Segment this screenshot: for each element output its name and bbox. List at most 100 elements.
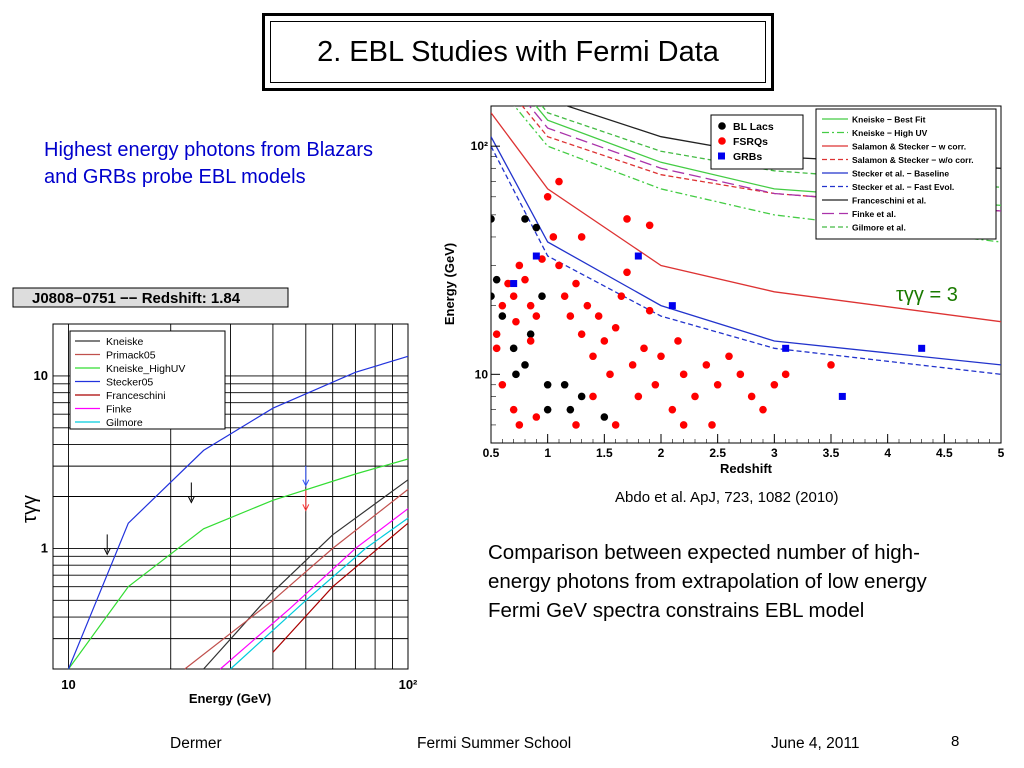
- legend-label-salamon-stecker-w-corr: Salamon & Stecker − w corr.: [852, 142, 966, 152]
- point-fsrqs: [708, 421, 716, 429]
- legend-label-kneiske-best-fit: Kneiske − Best Fit: [852, 115, 926, 125]
- point-fsrqs: [512, 317, 520, 326]
- caption-text: Comparison between expected number of hi…: [488, 541, 927, 622]
- point-bl-lacs: [577, 392, 586, 401]
- point-bl-lacs: [560, 380, 569, 389]
- model-curve-salamon-stecker-w-corr: [491, 112, 1001, 323]
- point-fsrqs: [498, 301, 507, 310]
- point-bl-lacs: [512, 370, 520, 379]
- point-fsrqs: [572, 279, 580, 288]
- point-fsrqs: [674, 337, 682, 345]
- point-fsrqs: [526, 337, 535, 345]
- legend-label-bl-lacs: BL Lacs: [733, 121, 774, 133]
- point-fsrqs: [640, 344, 648, 353]
- legend-swatch-fsrqs: [718, 137, 726, 145]
- title-inner-frame: 2. EBL Studies with Fermi Data: [270, 21, 766, 83]
- point-fsrqs: [504, 279, 512, 288]
- legend-label-franceschini: Franceschini: [106, 390, 166, 402]
- model-curve-kneiske-high-uv: [513, 106, 1001, 243]
- point-fsrqs: [532, 413, 541, 421]
- legend-label-stecker05: Stecker05: [106, 377, 153, 389]
- footer-event: Fermi Summer School: [417, 735, 572, 752]
- series-line-kneiske: [203, 479, 409, 670]
- x-tick-label: 1: [544, 446, 551, 460]
- point-fsrqs: [611, 421, 620, 429]
- slide-title: 2. EBL Studies with Fermi Data: [317, 35, 719, 68]
- series-line-stecker05: [67, 355, 409, 670]
- legend-label-gilmore-et-al: Gilmore et al.: [852, 223, 906, 233]
- model-curve-stecker-et-al-fast-evol: [491, 145, 1001, 375]
- point-fsrqs: [549, 233, 558, 241]
- point-fsrqs: [543, 192, 552, 201]
- point-fsrqs: [509, 405, 518, 414]
- point-fsrqs: [589, 352, 597, 361]
- x-tick-label: 2.5: [709, 446, 726, 460]
- point-fsrqs: [577, 233, 586, 241]
- point-bl-lacs: [492, 275, 501, 284]
- series-line-primack05: [184, 488, 409, 670]
- legend-label-stecker-et-al-fast-evol: Stecker et al. − Fast Evol.: [852, 182, 954, 192]
- point-fsrqs: [532, 312, 541, 320]
- series-line-finke: [219, 508, 409, 670]
- model-curve-salamon-stecker-w-o-corr: [521, 106, 1001, 212]
- legend-label-gilmore: Gilmore: [106, 417, 143, 429]
- legend-swatch-bl-lacs: [718, 122, 726, 130]
- legend-label-fsrqs: FSRQs: [733, 136, 768, 148]
- point-bl-lacs: [521, 215, 529, 223]
- legend-label-kneiske-high-uv: Kneiske − High UV: [852, 128, 928, 138]
- legend-label-primack05: Primack05: [106, 350, 156, 362]
- point-fsrqs: [600, 337, 609, 345]
- point-fsrqs: [515, 421, 524, 429]
- point-fsrqs: [645, 306, 654, 315]
- point-fsrqs: [657, 352, 665, 361]
- limit-arrow-head: [302, 504, 310, 512]
- point-fsrqs: [668, 405, 677, 414]
- x-tick-label: 3: [771, 446, 778, 460]
- footer-author: Dermer: [170, 735, 222, 752]
- point-grbs: [510, 280, 518, 288]
- x-tick-label: 0.5: [483, 446, 500, 460]
- legend-label-stecker-et-al-baseline: Stecker et al. − Baseline: [852, 169, 949, 179]
- point-fsrqs: [623, 215, 631, 223]
- point-fsrqs: [623, 268, 631, 277]
- point-bl-lacs: [543, 380, 552, 389]
- point-fsrqs: [492, 330, 501, 338]
- point-fsrqs: [617, 292, 626, 300]
- point-grbs: [838, 392, 846, 400]
- point-grbs: [634, 252, 642, 260]
- point-fsrqs: [566, 312, 575, 320]
- model-legend-box: [815, 108, 997, 240]
- model-curve-stecker-et-al-baseline: [491, 136, 1001, 366]
- point-fsrqs: [526, 301, 535, 310]
- point-fsrqs: [492, 344, 501, 353]
- point-fsrqs: [606, 370, 614, 379]
- point-fsrqs: [736, 370, 745, 379]
- point-fsrqs: [521, 275, 529, 284]
- y-tick-label: 10: [475, 367, 489, 381]
- point-fsrqs: [713, 380, 722, 389]
- point-fsrqs: [759, 405, 767, 414]
- citation: Abdo et al. ApJ, 723, 1082 (2010): [615, 489, 839, 506]
- point-fsrqs: [611, 323, 620, 332]
- x-axis-label: Energy (GeV): [189, 691, 271, 706]
- point-bl-lacs: [600, 413, 609, 421]
- point-fsrqs: [589, 392, 597, 401]
- point-fsrqs: [555, 261, 563, 270]
- y-tick-label: 10: [34, 368, 48, 383]
- x-tick-label: 5: [998, 446, 1005, 460]
- x-tick-label: 4: [884, 446, 891, 460]
- point-fsrqs: [498, 380, 507, 389]
- legend-label-kneiske-highuv: Kneiske_HighUV: [106, 363, 185, 375]
- energy-plot-area: 0.5 1 1.5 2 2.5 3 3.5 4 4.5 5 10 10² Redshift Energy …: [442, 105, 1005, 476]
- x-axis-label: Redshift: [720, 461, 773, 476]
- point-fsrqs: [827, 361, 835, 369]
- point-fsrqs: [509, 292, 518, 300]
- point-grbs: [668, 302, 676, 310]
- tau-energy-chart: J0808−0751 −− Redshift: 1.84 10 10² 1 10 Ene…: [12, 287, 418, 706]
- point-fsrqs: [725, 352, 733, 361]
- point-bl-lacs: [491, 215, 495, 223]
- point-fsrqs: [679, 370, 688, 379]
- legend-label-grbs: GRBs: [733, 151, 762, 163]
- point-fsrqs: [583, 301, 592, 310]
- series-line-franceschini: [272, 522, 409, 653]
